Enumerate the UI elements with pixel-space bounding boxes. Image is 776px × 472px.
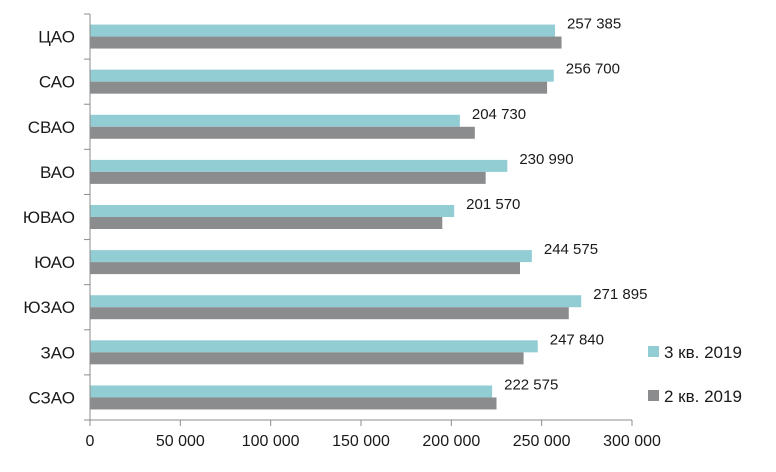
data-label: 244 575 xyxy=(544,241,598,258)
bar-series1-8 xyxy=(90,385,493,398)
x-tick-labels: 0 50 000 100 000 150 000 200 000 250 000 300 0… xyxy=(86,433,661,450)
data-labels: 257 385 256 700 204 730 230 990 201 570 244 5… xyxy=(466,16,647,394)
data-label: 257 385 xyxy=(567,16,621,33)
data-label: 256 700 xyxy=(566,61,620,78)
x-tick-label: 150 000 xyxy=(332,433,390,450)
bar-series2-6 xyxy=(90,307,569,320)
category-label: ЮАО xyxy=(34,253,75,272)
bar-series2-2 xyxy=(90,126,475,139)
bar-series1-0 xyxy=(90,24,556,37)
data-label: 222 575 xyxy=(504,376,558,393)
bar-series2-7 xyxy=(90,352,524,365)
bar-series1-1 xyxy=(90,69,554,82)
bar-series2-4 xyxy=(90,217,443,229)
bars-group xyxy=(90,24,582,410)
bar-series1-6 xyxy=(90,295,582,308)
data-label: 271 895 xyxy=(593,286,647,303)
category-label: ЗАО xyxy=(41,343,75,362)
bar-series2-5 xyxy=(90,262,520,275)
bar-series1-7 xyxy=(90,340,538,353)
legend-swatch-2 xyxy=(648,390,659,401)
x-tick-label: 50 000 xyxy=(156,433,205,450)
x-tick-label: 100 000 xyxy=(242,433,300,450)
bar-series1-2 xyxy=(90,114,460,127)
data-label: 247 840 xyxy=(550,331,604,348)
category-label: ЮЗАО xyxy=(23,298,75,317)
bar-series2-0 xyxy=(90,36,562,49)
bar-series1-5 xyxy=(90,250,532,263)
x-tick-label: 250 000 xyxy=(513,433,571,450)
axes-group xyxy=(84,13,633,426)
legend: 3 кв. 2019 2 кв. 2019 xyxy=(648,343,742,406)
x-tick-label: 0 xyxy=(86,433,95,450)
category-labels: ЦАО САО СВАО ВАО ЮВАО ЮАО ЮЗАО ЗАО СЗАО xyxy=(23,28,75,408)
bar-series1-4 xyxy=(90,205,455,217)
bar-series2-3 xyxy=(90,171,486,184)
category-label: ЦАО xyxy=(38,28,75,47)
legend-swatch-1 xyxy=(648,346,659,357)
x-tick-label: 200 000 xyxy=(422,433,480,450)
bar-series1-3 xyxy=(90,159,508,172)
bar-series2-8 xyxy=(90,397,497,410)
legend-label-2: 2 кв. 2019 xyxy=(664,387,742,406)
data-label: 204 730 xyxy=(472,106,526,123)
category-label: ЮВАО xyxy=(23,208,75,227)
category-label: САО xyxy=(39,73,75,92)
legend-label-1: 3 кв. 2019 xyxy=(664,343,742,362)
category-label: СЗАО xyxy=(28,388,75,407)
data-label: 201 570 xyxy=(466,196,520,213)
category-label: СВАО xyxy=(28,118,75,137)
x-tick-label: 300 000 xyxy=(603,433,661,450)
bar-series2-1 xyxy=(90,81,548,94)
category-label: ВАО xyxy=(40,163,75,182)
data-label: 230 990 xyxy=(519,151,573,168)
